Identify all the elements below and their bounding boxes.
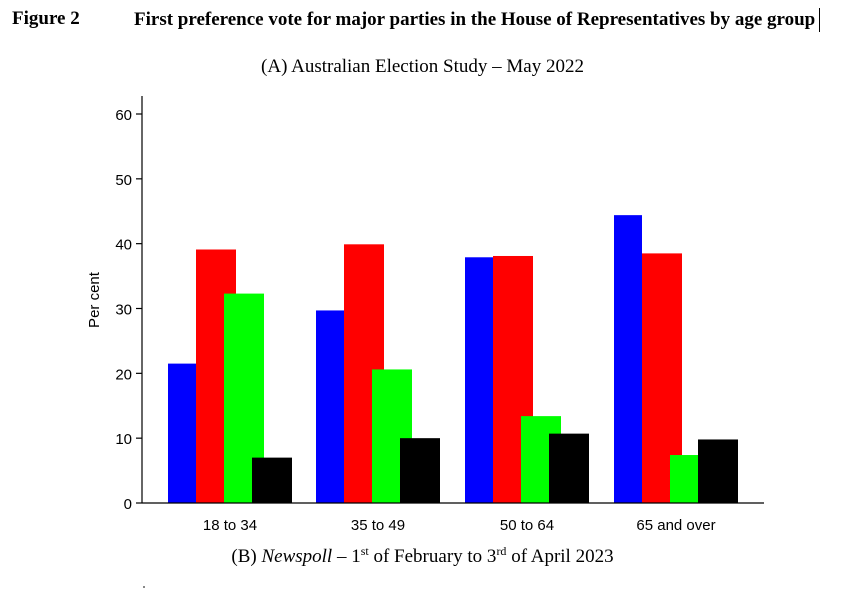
x-tick-label: 35 to 49 xyxy=(351,517,405,534)
y-tick-label: 50 xyxy=(115,172,132,189)
subtitle-b-sup-1: st xyxy=(360,544,369,558)
subtitle-b-source: Newspoll xyxy=(261,546,333,567)
bar xyxy=(168,363,196,503)
y-tick-label: 10 xyxy=(115,431,132,448)
bar xyxy=(400,438,440,503)
bar xyxy=(316,310,344,503)
y-tick-label: 40 xyxy=(115,237,132,254)
y-tick-label: 0 xyxy=(124,496,132,513)
bar xyxy=(465,257,493,503)
chart-subtitle-a: (A) Australian Election Study – May 2022 xyxy=(261,56,584,77)
bar xyxy=(614,215,642,503)
y-axis-label: Per cent xyxy=(86,271,103,328)
chart-subtitle-b: (B) Newspoll – 1st of February to 3rd of… xyxy=(0,544,845,568)
bar xyxy=(698,439,738,503)
bar xyxy=(549,433,589,503)
figure-label: Figure 2 xyxy=(12,8,80,29)
subtitle-b-prefix: (B) xyxy=(231,546,262,567)
figure-title: First preference vote for major parties … xyxy=(134,8,820,32)
y-tick-label: 30 xyxy=(115,302,132,319)
x-tick-label: 50 to 64 xyxy=(500,517,554,534)
bar xyxy=(252,457,292,503)
subtitle-b-text-1: – 1 xyxy=(332,546,361,567)
x-tick-label: 18 to 34 xyxy=(203,517,257,534)
subtitle-b-sup-2: rd xyxy=(496,544,507,558)
y-tick-label: 20 xyxy=(115,366,132,383)
subtitle-b-text-2: of February to 3 xyxy=(368,546,497,567)
subtitle-b-text-3: of April 2023 xyxy=(506,546,614,567)
stray-mark xyxy=(143,586,145,588)
y-tick-label: 60 xyxy=(115,107,132,124)
x-tick-label: 65 and over xyxy=(636,517,715,534)
